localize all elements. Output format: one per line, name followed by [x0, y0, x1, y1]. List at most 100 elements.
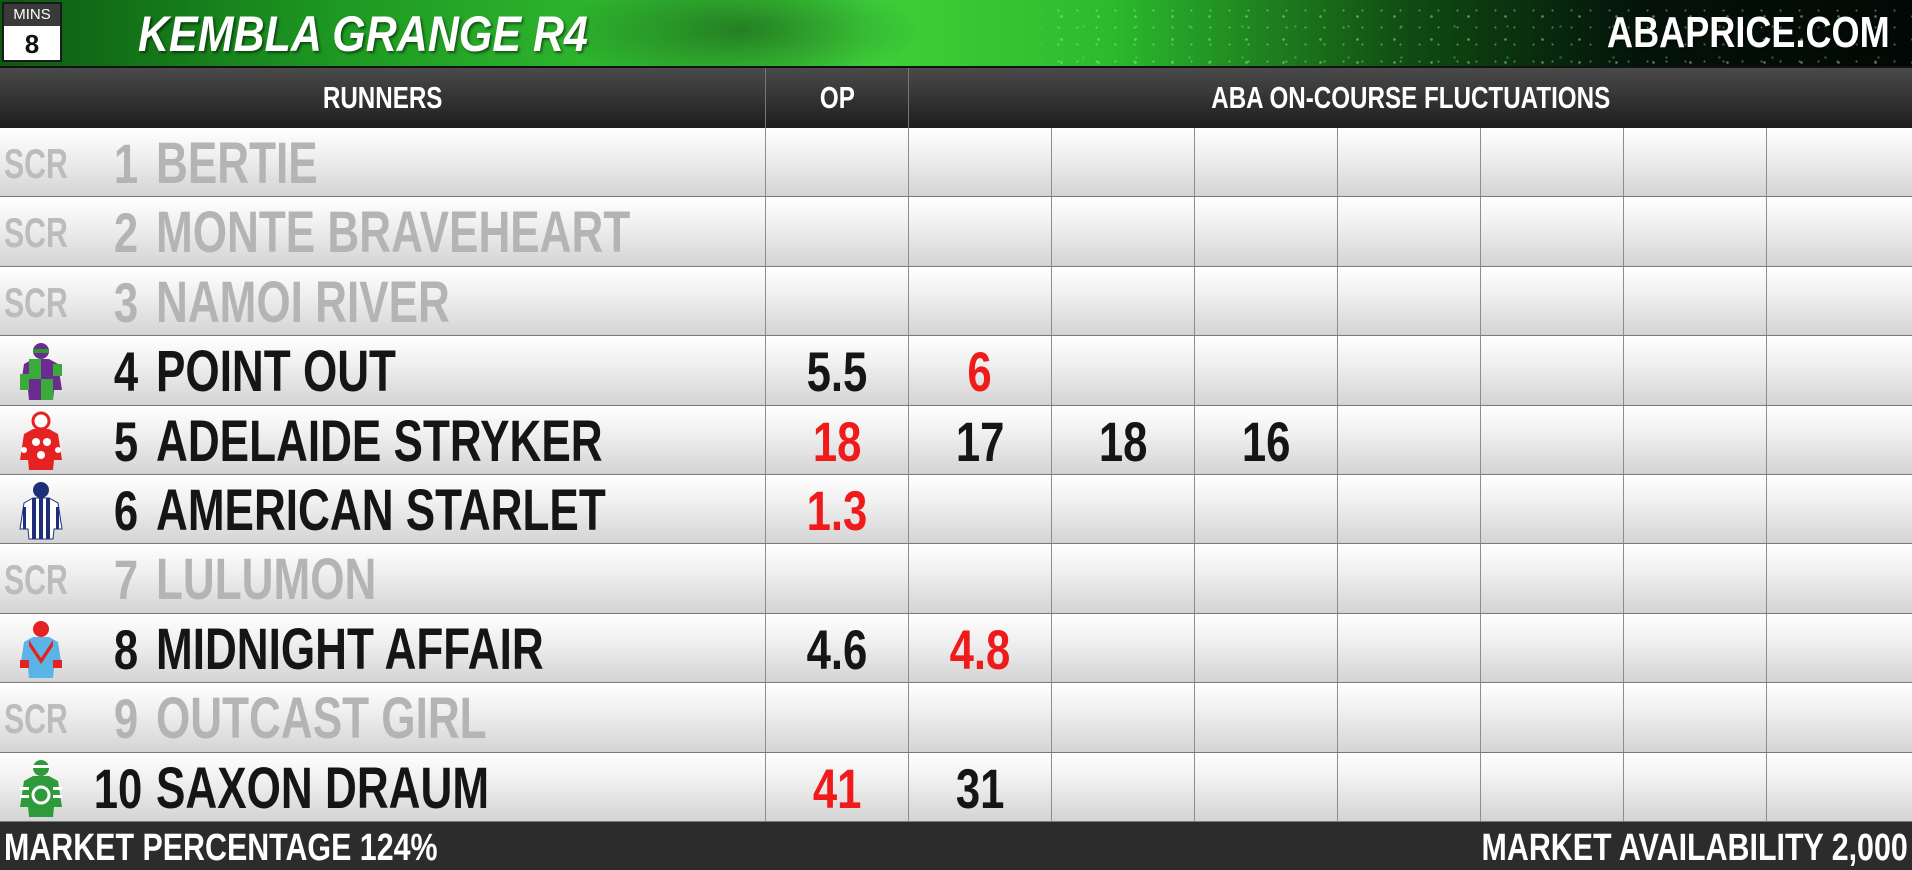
runner-row: 4 POINT OUT 5.5 6	[0, 336, 1912, 406]
cell-divider	[1480, 128, 1481, 197]
mins-value: 8	[24, 29, 40, 59]
cell-divider	[908, 336, 909, 405]
silk-lightblue-red-chevron-icon	[4, 614, 78, 682]
cell-divider	[1766, 405, 1767, 474]
cell-divider	[765, 405, 766, 474]
cell-divider	[1766, 475, 1767, 544]
header-horse-graphic	[560, 0, 920, 66]
cell-divider	[1480, 197, 1481, 266]
silk-green-white-icon	[4, 753, 78, 821]
cell-divider	[1480, 336, 1481, 405]
cell-divider	[765, 752, 766, 821]
cell-divider	[1051, 266, 1052, 336]
cell-divider	[1051, 405, 1052, 474]
runner-name: NAMOI RIVER	[156, 269, 450, 335]
cell-divider	[1194, 405, 1195, 474]
silk-navy-white-stripes-icon	[4, 475, 78, 543]
runner-number: 9	[113, 687, 138, 751]
cell-divider	[1051, 544, 1052, 613]
fluctuation-price: 4.8	[949, 617, 1011, 681]
runner-name: LULUMON	[156, 547, 377, 613]
cell-divider	[908, 405, 909, 474]
runner-name: AMERICAN STARLET	[156, 478, 606, 543]
race-header: MINS 8 KEMBLA GRANGE R4 ABAPRICE.COM	[0, 0, 1912, 66]
cell-divider	[1766, 752, 1767, 821]
opening-price: 1.3	[806, 479, 868, 542]
cell-divider	[1623, 197, 1624, 266]
cell-divider	[1194, 544, 1195, 613]
runners-table: SCR 1 BERTIE SCR 2 MONTE BRAVEHEART SCR 3 NAMOI …	[0, 128, 1912, 822]
cell-divider	[1337, 475, 1338, 544]
cell-divider	[765, 613, 766, 683]
runners-header: RUNNERS	[322, 80, 443, 115]
cell-divider	[1051, 683, 1052, 752]
scratched-label: SCR	[4, 140, 68, 187]
header-divider	[765, 68, 766, 128]
cell-divider	[1337, 683, 1338, 752]
cell-divider	[908, 197, 909, 266]
cell-divider	[1623, 405, 1624, 474]
runner-number: 3	[113, 270, 138, 334]
cell-divider	[1337, 128, 1338, 197]
cell-divider	[1194, 752, 1195, 821]
cell-divider	[1337, 544, 1338, 613]
cell-divider	[1480, 405, 1481, 474]
cell-divider	[1051, 475, 1052, 544]
cell-divider	[1337, 197, 1338, 266]
runner-row: 6 AMERICAN STARLET 1.3	[0, 475, 1912, 545]
cell-divider	[765, 197, 766, 266]
market-availability: MARKET AVAILABILITY 2,000	[1481, 827, 1908, 869]
cell-divider	[1194, 266, 1195, 336]
runner-name: BERTIE	[156, 131, 318, 196]
runner-number: 2	[113, 201, 138, 265]
runner-number: 10	[93, 756, 143, 820]
op-header: OP	[819, 80, 855, 115]
runner-name: POINT OUT	[156, 339, 396, 405]
cell-divider	[908, 613, 909, 683]
cell-divider	[765, 683, 766, 752]
column-header: RUNNERS OP ABA ON-COURSE FLUCTUATIONS	[0, 66, 1912, 128]
cell-divider	[1051, 128, 1052, 197]
cell-divider	[1480, 683, 1481, 752]
cell-divider	[1194, 613, 1195, 683]
cell-divider	[1480, 544, 1481, 613]
cell-divider	[1337, 613, 1338, 683]
runner-row: SCR 9 OUTCAST GIRL	[0, 683, 1912, 753]
cell-divider	[908, 544, 909, 613]
cell-divider	[1051, 752, 1052, 821]
cell-divider	[1480, 475, 1481, 544]
cell-divider	[1480, 613, 1481, 683]
cell-divider	[908, 752, 909, 821]
runner-name: MONTE BRAVEHEART	[156, 200, 631, 266]
cell-divider	[765, 336, 766, 405]
runner-name: SAXON DRAUM	[156, 755, 490, 821]
cell-divider	[1766, 197, 1767, 266]
scratched-label: SCR	[4, 209, 68, 257]
cell-divider	[1766, 683, 1767, 752]
fluctuation-price: 18	[1098, 409, 1148, 473]
cell-divider	[1623, 475, 1624, 544]
cell-divider	[1051, 336, 1052, 405]
cell-divider	[1051, 197, 1052, 266]
header-stars-graphic	[1040, 0, 1912, 66]
cell-divider	[1194, 683, 1195, 752]
cell-divider	[1337, 405, 1338, 474]
cell-divider	[1337, 336, 1338, 405]
cell-divider	[1623, 752, 1624, 821]
cell-divider	[1480, 752, 1481, 821]
cell-divider	[1766, 266, 1767, 336]
market-footer: MARKET PERCENTAGE 124% MARKET AVAILABILI…	[0, 822, 1912, 870]
runner-row: 10 SAXON DRAUM 41 31	[0, 752, 1912, 822]
cell-divider	[765, 475, 766, 544]
cell-divider	[1337, 752, 1338, 821]
runner-name: OUTCAST GIRL	[156, 686, 487, 752]
cell-divider	[1194, 128, 1195, 197]
cell-divider	[765, 128, 766, 197]
silk-purple-green-icon	[4, 336, 78, 404]
minutes-to-jump-badge: MINS 8	[2, 2, 62, 62]
fluctuations-header: ABA ON-COURSE FLUCTUATIONS	[1211, 80, 1610, 115]
scratched-label: SCR	[4, 556, 68, 604]
fluctuation-price: 6	[967, 340, 993, 404]
cell-divider	[908, 266, 909, 336]
cell-divider	[908, 128, 909, 197]
